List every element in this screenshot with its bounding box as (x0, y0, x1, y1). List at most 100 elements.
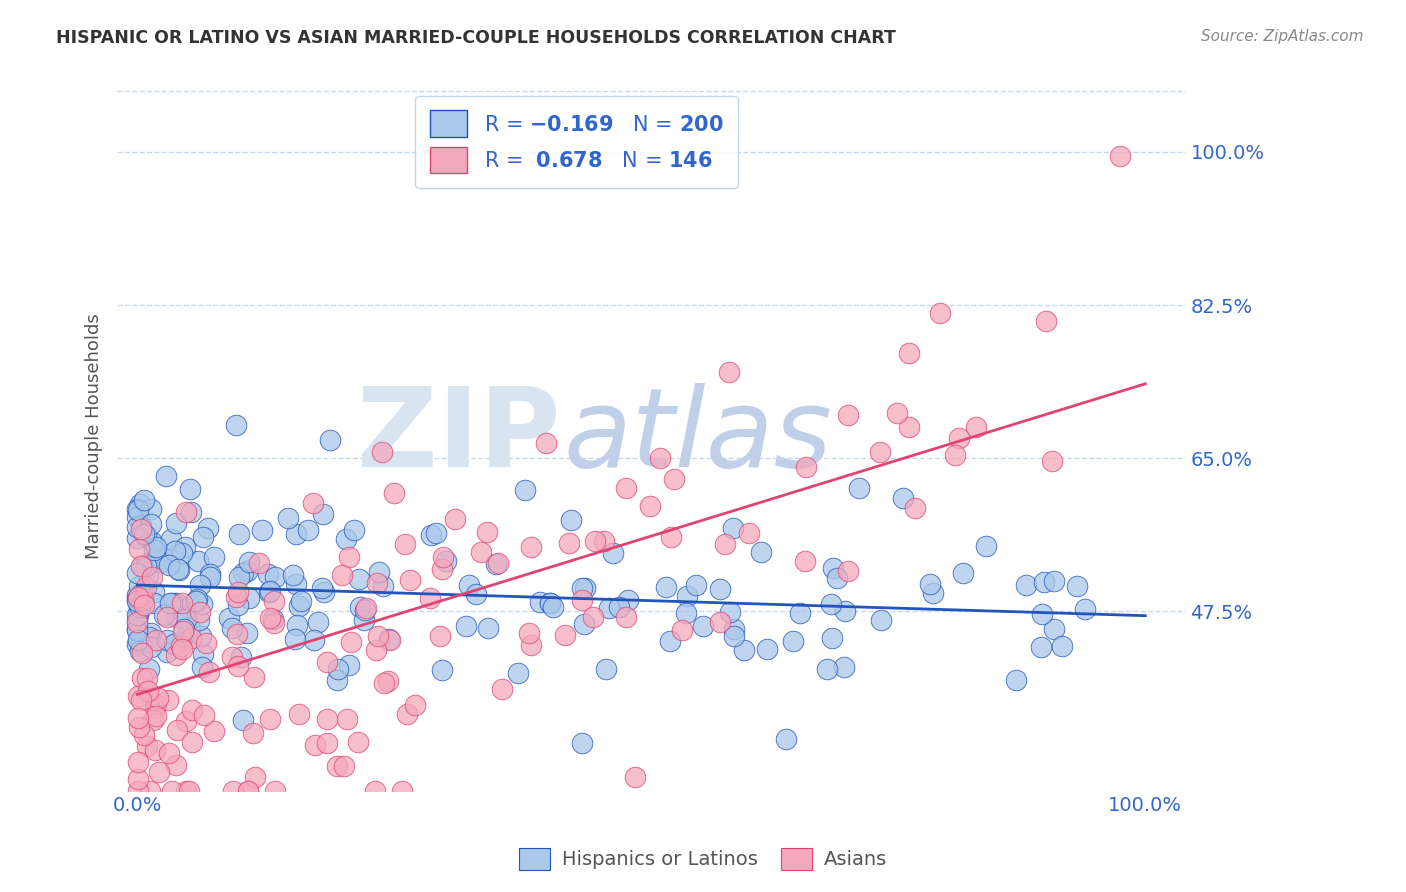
Point (789, 607, 811, 621)
Point (1015, 578, 1038, 592)
Point (571, 582, 593, 596)
Point (782, 633, 804, 648)
Point (136, 558, 159, 572)
Point (399, 573, 422, 587)
Point (326, 662, 349, 676)
Point (595, 662, 617, 676)
Point (560, 513, 582, 527)
Point (132, 599, 155, 613)
Point (136, 739, 159, 753)
Point (655, 580, 678, 594)
Point (232, 566, 254, 580)
Point (616, 593, 638, 607)
Point (330, 567, 353, 582)
Point (336, 712, 359, 726)
Point (128, 599, 150, 614)
Point (129, 693, 152, 707)
Point (404, 698, 426, 712)
Point (176, 783, 198, 797)
Point (142, 596, 165, 610)
Point (129, 636, 152, 650)
Point (307, 615, 329, 630)
Point (145, 632, 167, 647)
Point (285, 617, 308, 632)
Point (198, 665, 221, 679)
Point (127, 622, 149, 636)
Point (593, 534, 616, 549)
Point (827, 571, 849, 585)
Point (368, 566, 391, 580)
Point (794, 460, 817, 475)
Point (127, 637, 149, 651)
Point (153, 607, 176, 622)
Point (454, 619, 477, 633)
Point (193, 707, 215, 722)
Point (193, 647, 215, 661)
Point (720, 605, 742, 619)
Point (339, 635, 361, 649)
Point (128, 599, 150, 614)
Point (1033, 574, 1056, 589)
Point (554, 628, 576, 642)
Point (136, 672, 159, 686)
Point (520, 540, 543, 554)
Point (127, 588, 149, 602)
Point (127, 615, 149, 629)
Point (156, 610, 179, 624)
Point (160, 783, 183, 797)
Point (353, 613, 375, 627)
Point (129, 644, 152, 658)
Point (176, 626, 198, 640)
Point (127, 783, 149, 797)
Point (172, 624, 194, 638)
Point (129, 518, 152, 533)
Point (129, 497, 152, 511)
Point (464, 587, 486, 601)
Point (723, 622, 745, 636)
Point (141, 502, 163, 516)
Point (186, 591, 208, 606)
Point (929, 306, 952, 320)
Point (174, 714, 197, 728)
Point (326, 673, 349, 687)
Point (132, 593, 155, 607)
Point (284, 577, 307, 591)
Point (458, 578, 481, 592)
Point (236, 565, 259, 579)
Point (202, 549, 225, 564)
Point (179, 482, 201, 496)
Point (155, 469, 177, 483)
Point (165, 516, 187, 530)
Point (127, 509, 149, 524)
Point (288, 707, 311, 722)
Point (226, 584, 249, 599)
Point (202, 724, 225, 739)
Point (226, 658, 249, 673)
Point (139, 783, 162, 797)
Point (315, 656, 337, 670)
Point (302, 496, 325, 510)
Point (297, 523, 319, 537)
Point (477, 524, 499, 539)
Point (314, 584, 336, 599)
Point (148, 764, 170, 779)
Point (571, 736, 593, 750)
Point (228, 570, 250, 584)
Point (534, 436, 557, 450)
Point (658, 634, 681, 648)
Point (738, 526, 761, 541)
Point (335, 533, 357, 547)
Point (834, 604, 856, 618)
Point (259, 583, 281, 598)
Point (302, 632, 325, 647)
Point (127, 623, 149, 637)
Point (127, 590, 149, 604)
Point (174, 541, 197, 555)
Point (974, 540, 997, 554)
Point (232, 714, 254, 728)
Point (420, 527, 443, 541)
Point (685, 578, 707, 592)
Point (179, 621, 201, 635)
Point (574, 581, 596, 595)
Point (131, 558, 153, 573)
